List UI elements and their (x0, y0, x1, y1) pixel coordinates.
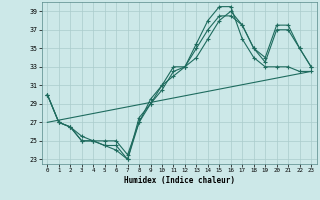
X-axis label: Humidex (Indice chaleur): Humidex (Indice chaleur) (124, 176, 235, 185)
